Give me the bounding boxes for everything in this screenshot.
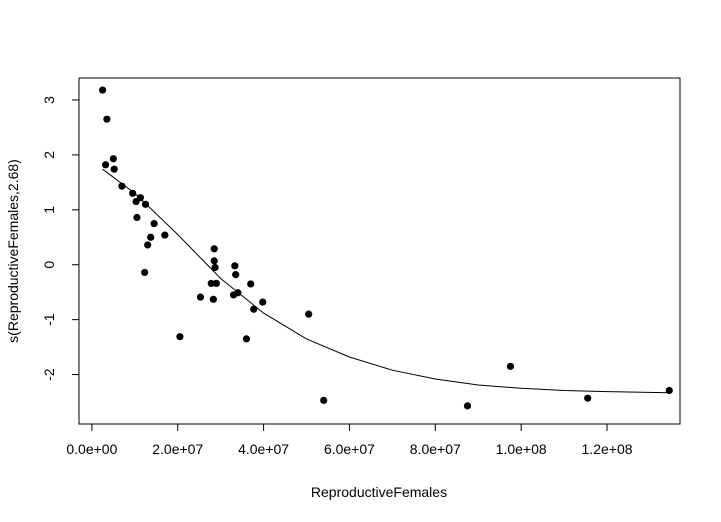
- data-point: [234, 289, 242, 297]
- y-tick-label: -2: [41, 368, 57, 381]
- data-point: [247, 280, 255, 288]
- data-point: [211, 263, 219, 272]
- x-tick-label: 1.0e+08: [496, 441, 547, 457]
- y-tick-label: 2: [41, 151, 57, 159]
- y-axis: -2 -1 0 1 2 3: [41, 96, 80, 381]
- x-tick-label: 8.0e+07: [410, 441, 461, 457]
- data-point: [665, 386, 673, 395]
- data-point: [584, 394, 592, 402]
- data-point: [176, 333, 184, 341]
- data-point: [207, 279, 215, 288]
- x-tick-label: 6.0e+07: [324, 441, 375, 457]
- data-point: [141, 200, 150, 208]
- x-tick-label: 1.2e+08: [582, 441, 633, 457]
- data-point: [102, 161, 110, 169]
- x-tick-label: 4.0e+07: [238, 441, 289, 457]
- data-point: [210, 257, 218, 265]
- x-tick-label: 0.0e+00: [66, 441, 117, 457]
- data-point: [212, 279, 220, 288]
- data-point: [118, 182, 126, 190]
- data-point: [463, 402, 472, 410]
- y-tick-label: -1: [41, 313, 57, 326]
- data-point: [506, 362, 515, 370]
- data-point: [305, 310, 313, 318]
- data-point: [250, 305, 258, 313]
- data-point: [232, 271, 240, 279]
- y-tick-label: 1: [41, 206, 57, 214]
- data-point: [141, 268, 149, 277]
- y-axis-label: s(ReproductiveFemales,2.68): [5, 159, 21, 343]
- data-point: [129, 189, 137, 197]
- data-point: [150, 219, 158, 228]
- y-tick-label: 3: [41, 96, 57, 104]
- data-point: [320, 396, 328, 404]
- data-point: [144, 241, 152, 249]
- data-point: [259, 298, 267, 306]
- data-point: [242, 335, 251, 343]
- y-tick-label: 0: [41, 261, 57, 269]
- data-point: [231, 262, 239, 270]
- smooth-fit-line: [102, 168, 670, 394]
- data-point: [136, 194, 144, 202]
- data-point: [196, 293, 205, 301]
- data-point: [99, 86, 107, 94]
- data-points: [99, 86, 673, 410]
- data-point: [103, 115, 111, 123]
- x-axis-label: ReproductiveFemales: [311, 484, 447, 500]
- data-point: [109, 155, 117, 163]
- data-point: [110, 165, 118, 173]
- x-axis: 0.0e+00 2.0e+07 4.0e+07 6.0e+07 8.0e+07 1.0e+…: [66, 423, 633, 457]
- data-point: [210, 245, 218, 253]
- data-point: [133, 213, 141, 222]
- data-point: [209, 295, 217, 303]
- data-point: [147, 233, 155, 241]
- x-tick-label: 2.0e+07: [152, 441, 203, 457]
- data-point: [161, 231, 169, 239]
- plot-frame: [78, 77, 681, 425]
